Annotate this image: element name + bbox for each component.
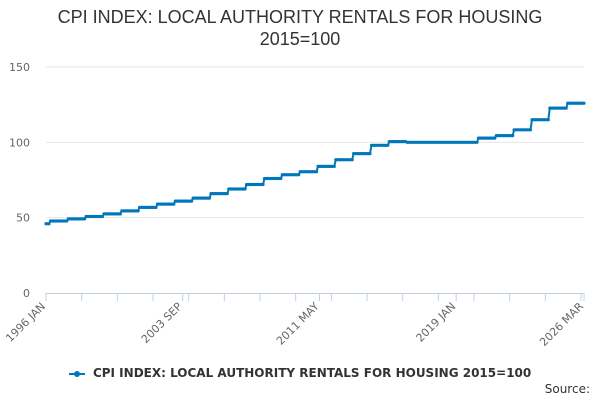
chart-title-line-1: CPI INDEX: LOCAL AUTHORITY RENTALS FOR H… bbox=[57, 7, 543, 27]
data-point bbox=[118, 212, 122, 216]
data-point bbox=[546, 118, 550, 122]
chart-title-line-2: 2015=100 bbox=[259, 29, 341, 49]
data-point bbox=[475, 140, 479, 144]
data-point bbox=[136, 209, 140, 213]
y-tick-label: 50 bbox=[16, 212, 30, 225]
data-point bbox=[582, 101, 586, 105]
data-point bbox=[83, 217, 87, 221]
data-point bbox=[350, 158, 354, 162]
data-point bbox=[314, 170, 319, 174]
data-point bbox=[225, 192, 229, 196]
data-point bbox=[564, 106, 568, 110]
data-point bbox=[332, 164, 336, 168]
chart-title: CPI INDEX: LOCAL AUTHORITY RENTALS FOR H… bbox=[0, 6, 600, 50]
source-label: Source: bbox=[544, 382, 590, 396]
y-tick-label: 150 bbox=[9, 61, 30, 74]
data-point bbox=[511, 134, 515, 138]
x-tick-label: 2019 JAN bbox=[414, 300, 459, 345]
data-point bbox=[172, 202, 176, 206]
data-point bbox=[154, 205, 158, 209]
y-tick-label: 100 bbox=[9, 136, 30, 149]
data-point bbox=[190, 199, 194, 203]
x-tick-label: 2026 MAR bbox=[537, 300, 586, 349]
data-point bbox=[297, 173, 301, 177]
chart-legend[interactable]: CPI INDEX: LOCAL AUTHORITY RENTALS FOR H… bbox=[0, 366, 600, 380]
legend-series-label: CPI INDEX: LOCAL AUTHORITY RENTALS FOR H… bbox=[92, 366, 532, 380]
data-point bbox=[279, 176, 283, 181]
x-tick-label: 2003 SEP bbox=[139, 300, 185, 346]
series-line bbox=[46, 102, 584, 225]
data-point bbox=[261, 182, 265, 187]
x-tick-label: 1996 JAN bbox=[3, 300, 48, 345]
legend-series-marker bbox=[68, 369, 85, 379]
data-point bbox=[243, 187, 247, 191]
data-point bbox=[207, 196, 212, 200]
data-point bbox=[100, 214, 105, 219]
data-point bbox=[528, 128, 533, 132]
data-point bbox=[47, 222, 51, 226]
y-tick-label: 0 bbox=[23, 287, 30, 300]
data-point bbox=[368, 152, 372, 156]
data-point bbox=[493, 136, 497, 140]
data-point bbox=[386, 143, 390, 147]
x-tick-label: 2011 MAY bbox=[274, 300, 322, 348]
